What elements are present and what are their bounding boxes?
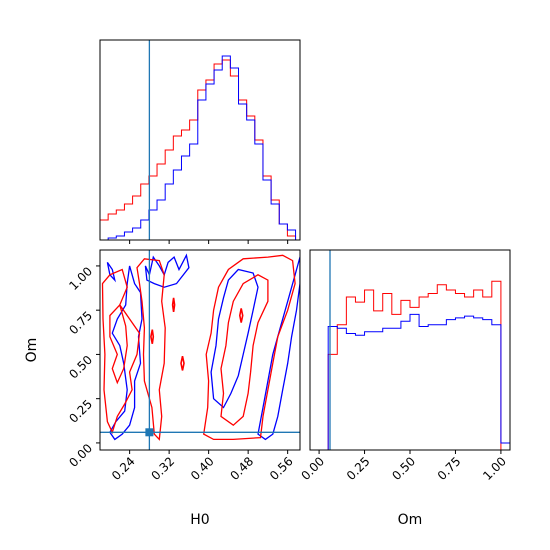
x-axis-title-om: Om <box>398 512 423 528</box>
h0-histogram-panel <box>99 39 301 244</box>
joint-contour-island-series-a <box>238 308 244 323</box>
joint-truth-marker <box>145 428 154 437</box>
joint-contour-island-series-a <box>150 329 155 344</box>
h0-histogram-frame <box>99 39 301 241</box>
om-x-tick-label: 0.25 <box>344 454 373 483</box>
h0-hist-series-a <box>99 59 297 240</box>
joint-x-tick-label: 0.32 <box>148 454 177 483</box>
joint-contour-island-series-a <box>180 356 185 371</box>
h0-hist-series-b <box>100 55 297 241</box>
joint-contour-frame <box>99 249 301 451</box>
joint-x-tick-label: 0.56 <box>267 454 296 483</box>
joint-contour-series-b <box>106 262 116 283</box>
joint-contour-series-b <box>257 256 300 441</box>
joint-contour-series-a <box>101 268 141 435</box>
joint-x-tick-label: 0.40 <box>188 454 217 483</box>
joint-contours <box>101 253 300 441</box>
om-histogram-frame <box>309 249 511 451</box>
joint-contour-series-a <box>202 254 296 441</box>
y-axis-title-om: Om <box>24 338 40 363</box>
joint-contour-marks <box>100 250 300 450</box>
h0-histogram-marks <box>99 40 297 241</box>
h0-histogram-ticks <box>129 240 289 244</box>
om-x-tick-label: 0.50 <box>389 454 418 483</box>
om-x-tick-label: 1.00 <box>480 454 509 483</box>
om-hist-series-b <box>319 313 511 451</box>
joint-contour-series-a <box>220 274 269 427</box>
x-axis-title-h0: H0 <box>190 512 209 528</box>
joint-x-tick-label: 0.48 <box>227 454 256 483</box>
joint-contour-island-series-a <box>171 297 176 313</box>
joint-y-tick-label: 0.25 <box>66 397 95 426</box>
joint-contour-series-a <box>109 303 128 385</box>
joint-contour-panel: 0.24 0.32 0.40 0.48 0.56 0.00 0.25 0.50 0.75 1.00 <box>66 249 301 483</box>
om-x-tick-label: 0.75 <box>435 454 464 483</box>
joint-y-tick-label: 0.50 <box>66 353 95 382</box>
om-hist-series-a <box>319 280 510 451</box>
joint-contour-series-b <box>109 265 143 441</box>
om-x-tick-label: 0.00 <box>298 454 327 483</box>
joint-y-tick-label: 1.00 <box>66 264 95 293</box>
joint-y-tick-label: 0.75 <box>66 308 95 337</box>
om-histogram-marks <box>319 250 511 451</box>
om-histogram-panel: 0.00 0.25 0.50 0.75 1.00 <box>298 249 511 483</box>
om-histogram-ticks: 0.00 0.25 0.50 0.75 1.00 <box>298 450 509 483</box>
joint-x-tick-label: 0.24 <box>109 454 138 483</box>
joint-y-tick-label: 0.00 <box>66 441 95 470</box>
joint-contour-series-a <box>136 258 166 441</box>
joint-contour-series-b <box>210 268 259 409</box>
